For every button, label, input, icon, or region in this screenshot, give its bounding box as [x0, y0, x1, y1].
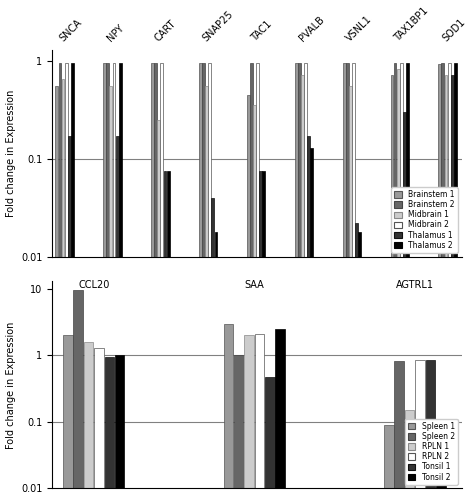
- Bar: [215, 232, 218, 500]
- Bar: [234, 356, 244, 500]
- Bar: [255, 334, 264, 500]
- Bar: [115, 356, 125, 500]
- Bar: [250, 63, 253, 500]
- Bar: [256, 63, 259, 500]
- Bar: [394, 361, 404, 500]
- Bar: [438, 64, 441, 500]
- Bar: [349, 86, 352, 500]
- Bar: [73, 290, 83, 500]
- Bar: [451, 74, 454, 500]
- Bar: [263, 171, 265, 500]
- Text: AGTRL1: AGTRL1: [396, 280, 434, 290]
- Bar: [253, 106, 256, 500]
- Legend: Spleen 1, Spleen 2, RPLN 1, RPLN 2, Tonsil 1, Tonsil 2: Spleen 1, Spleen 2, RPLN 1, RPLN 2, Tons…: [405, 419, 458, 484]
- Bar: [445, 74, 447, 500]
- Bar: [397, 69, 400, 500]
- Bar: [199, 63, 202, 500]
- Bar: [426, 360, 435, 500]
- Bar: [94, 348, 104, 500]
- Bar: [343, 63, 346, 500]
- Bar: [403, 112, 406, 500]
- Bar: [211, 198, 214, 500]
- Bar: [205, 86, 208, 500]
- Bar: [384, 425, 393, 500]
- Bar: [116, 136, 118, 500]
- Bar: [65, 63, 68, 500]
- Bar: [391, 74, 393, 500]
- Text: CCL20: CCL20: [78, 280, 109, 290]
- Bar: [415, 360, 425, 500]
- Bar: [358, 232, 361, 500]
- Bar: [84, 342, 93, 500]
- Y-axis label: Fold change in Expression: Fold change in Expression: [6, 321, 16, 448]
- Bar: [209, 63, 211, 500]
- Bar: [436, 425, 446, 500]
- Bar: [301, 74, 304, 500]
- Bar: [161, 63, 164, 500]
- Bar: [400, 63, 403, 500]
- Bar: [62, 79, 64, 500]
- Bar: [154, 63, 157, 500]
- Bar: [105, 357, 114, 500]
- Bar: [71, 63, 74, 500]
- Bar: [167, 171, 170, 500]
- Bar: [151, 63, 154, 500]
- Bar: [247, 94, 250, 500]
- Bar: [295, 63, 298, 500]
- Bar: [63, 336, 73, 500]
- Bar: [119, 63, 122, 500]
- Bar: [448, 63, 451, 500]
- Text: SAA: SAA: [245, 280, 264, 290]
- Bar: [405, 410, 414, 500]
- Bar: [55, 86, 58, 500]
- Bar: [224, 324, 233, 500]
- Bar: [106, 63, 109, 500]
- Bar: [298, 63, 301, 500]
- Bar: [310, 148, 313, 500]
- Bar: [58, 63, 61, 500]
- Bar: [307, 136, 310, 500]
- Y-axis label: Fold change in Expression: Fold change in Expression: [6, 90, 16, 217]
- Bar: [244, 336, 254, 500]
- Bar: [202, 63, 205, 500]
- Bar: [346, 63, 348, 500]
- Bar: [454, 63, 457, 500]
- Bar: [259, 171, 262, 500]
- Bar: [265, 376, 274, 500]
- Bar: [352, 63, 355, 500]
- Bar: [355, 223, 358, 500]
- Legend: Brainstem 1, Brainstem 2, Midbrain 1, Midbrain 2, Thalamus 1, Thalamus 2: Brainstem 1, Brainstem 2, Midbrain 1, Mi…: [392, 187, 458, 253]
- Bar: [157, 120, 160, 500]
- Bar: [103, 63, 106, 500]
- Bar: [441, 63, 444, 500]
- Bar: [275, 329, 285, 500]
- Bar: [68, 136, 71, 500]
- Bar: [406, 63, 409, 500]
- Bar: [113, 63, 116, 500]
- Bar: [164, 171, 166, 500]
- Bar: [304, 63, 307, 500]
- Bar: [393, 63, 396, 500]
- Bar: [109, 86, 112, 500]
